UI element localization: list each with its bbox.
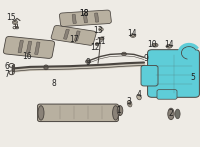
FancyBboxPatch shape — [157, 90, 177, 99]
FancyBboxPatch shape — [95, 13, 99, 22]
Text: 16: 16 — [22, 52, 32, 61]
Ellipse shape — [152, 43, 158, 47]
FancyBboxPatch shape — [64, 29, 69, 39]
Text: 4: 4 — [137, 90, 141, 99]
FancyBboxPatch shape — [148, 50, 199, 97]
Ellipse shape — [182, 47, 196, 59]
Ellipse shape — [175, 109, 180, 119]
Text: 12: 12 — [90, 42, 100, 52]
Ellipse shape — [166, 44, 172, 48]
FancyBboxPatch shape — [141, 65, 158, 86]
Ellipse shape — [95, 43, 99, 46]
Text: 13: 13 — [93, 26, 103, 35]
Ellipse shape — [99, 28, 103, 31]
Text: 1: 1 — [117, 106, 121, 116]
FancyBboxPatch shape — [59, 10, 111, 26]
Circle shape — [122, 52, 126, 56]
Text: 2: 2 — [169, 109, 173, 118]
Ellipse shape — [100, 37, 104, 40]
Text: 9: 9 — [144, 54, 148, 63]
Ellipse shape — [127, 100, 132, 107]
FancyBboxPatch shape — [38, 104, 118, 122]
FancyBboxPatch shape — [26, 41, 32, 54]
Text: 15: 15 — [6, 13, 16, 22]
Text: 18: 18 — [79, 9, 89, 19]
Ellipse shape — [45, 66, 47, 69]
Text: 10: 10 — [147, 40, 157, 49]
Text: 3: 3 — [127, 97, 131, 106]
Ellipse shape — [113, 106, 119, 120]
Text: 8: 8 — [52, 78, 56, 88]
Text: 5: 5 — [191, 73, 195, 82]
Ellipse shape — [130, 34, 136, 37]
Text: 18: 18 — [79, 9, 89, 19]
Text: 11: 11 — [96, 37, 106, 46]
Ellipse shape — [168, 108, 174, 120]
Text: 9: 9 — [86, 58, 90, 67]
Ellipse shape — [137, 94, 141, 100]
Text: 14: 14 — [164, 40, 174, 49]
FancyBboxPatch shape — [3, 36, 55, 58]
FancyBboxPatch shape — [51, 25, 96, 45]
Ellipse shape — [12, 20, 18, 25]
Text: 7: 7 — [5, 70, 9, 79]
Text: 17: 17 — [69, 35, 79, 44]
FancyBboxPatch shape — [35, 42, 40, 55]
FancyBboxPatch shape — [83, 14, 87, 23]
Ellipse shape — [44, 65, 48, 70]
Ellipse shape — [129, 102, 131, 105]
Ellipse shape — [38, 106, 44, 120]
FancyBboxPatch shape — [74, 31, 80, 41]
Ellipse shape — [117, 106, 123, 116]
Text: 6: 6 — [5, 62, 9, 71]
Text: 14: 14 — [127, 29, 137, 38]
FancyBboxPatch shape — [72, 14, 76, 24]
FancyBboxPatch shape — [18, 40, 23, 53]
Circle shape — [86, 60, 90, 63]
